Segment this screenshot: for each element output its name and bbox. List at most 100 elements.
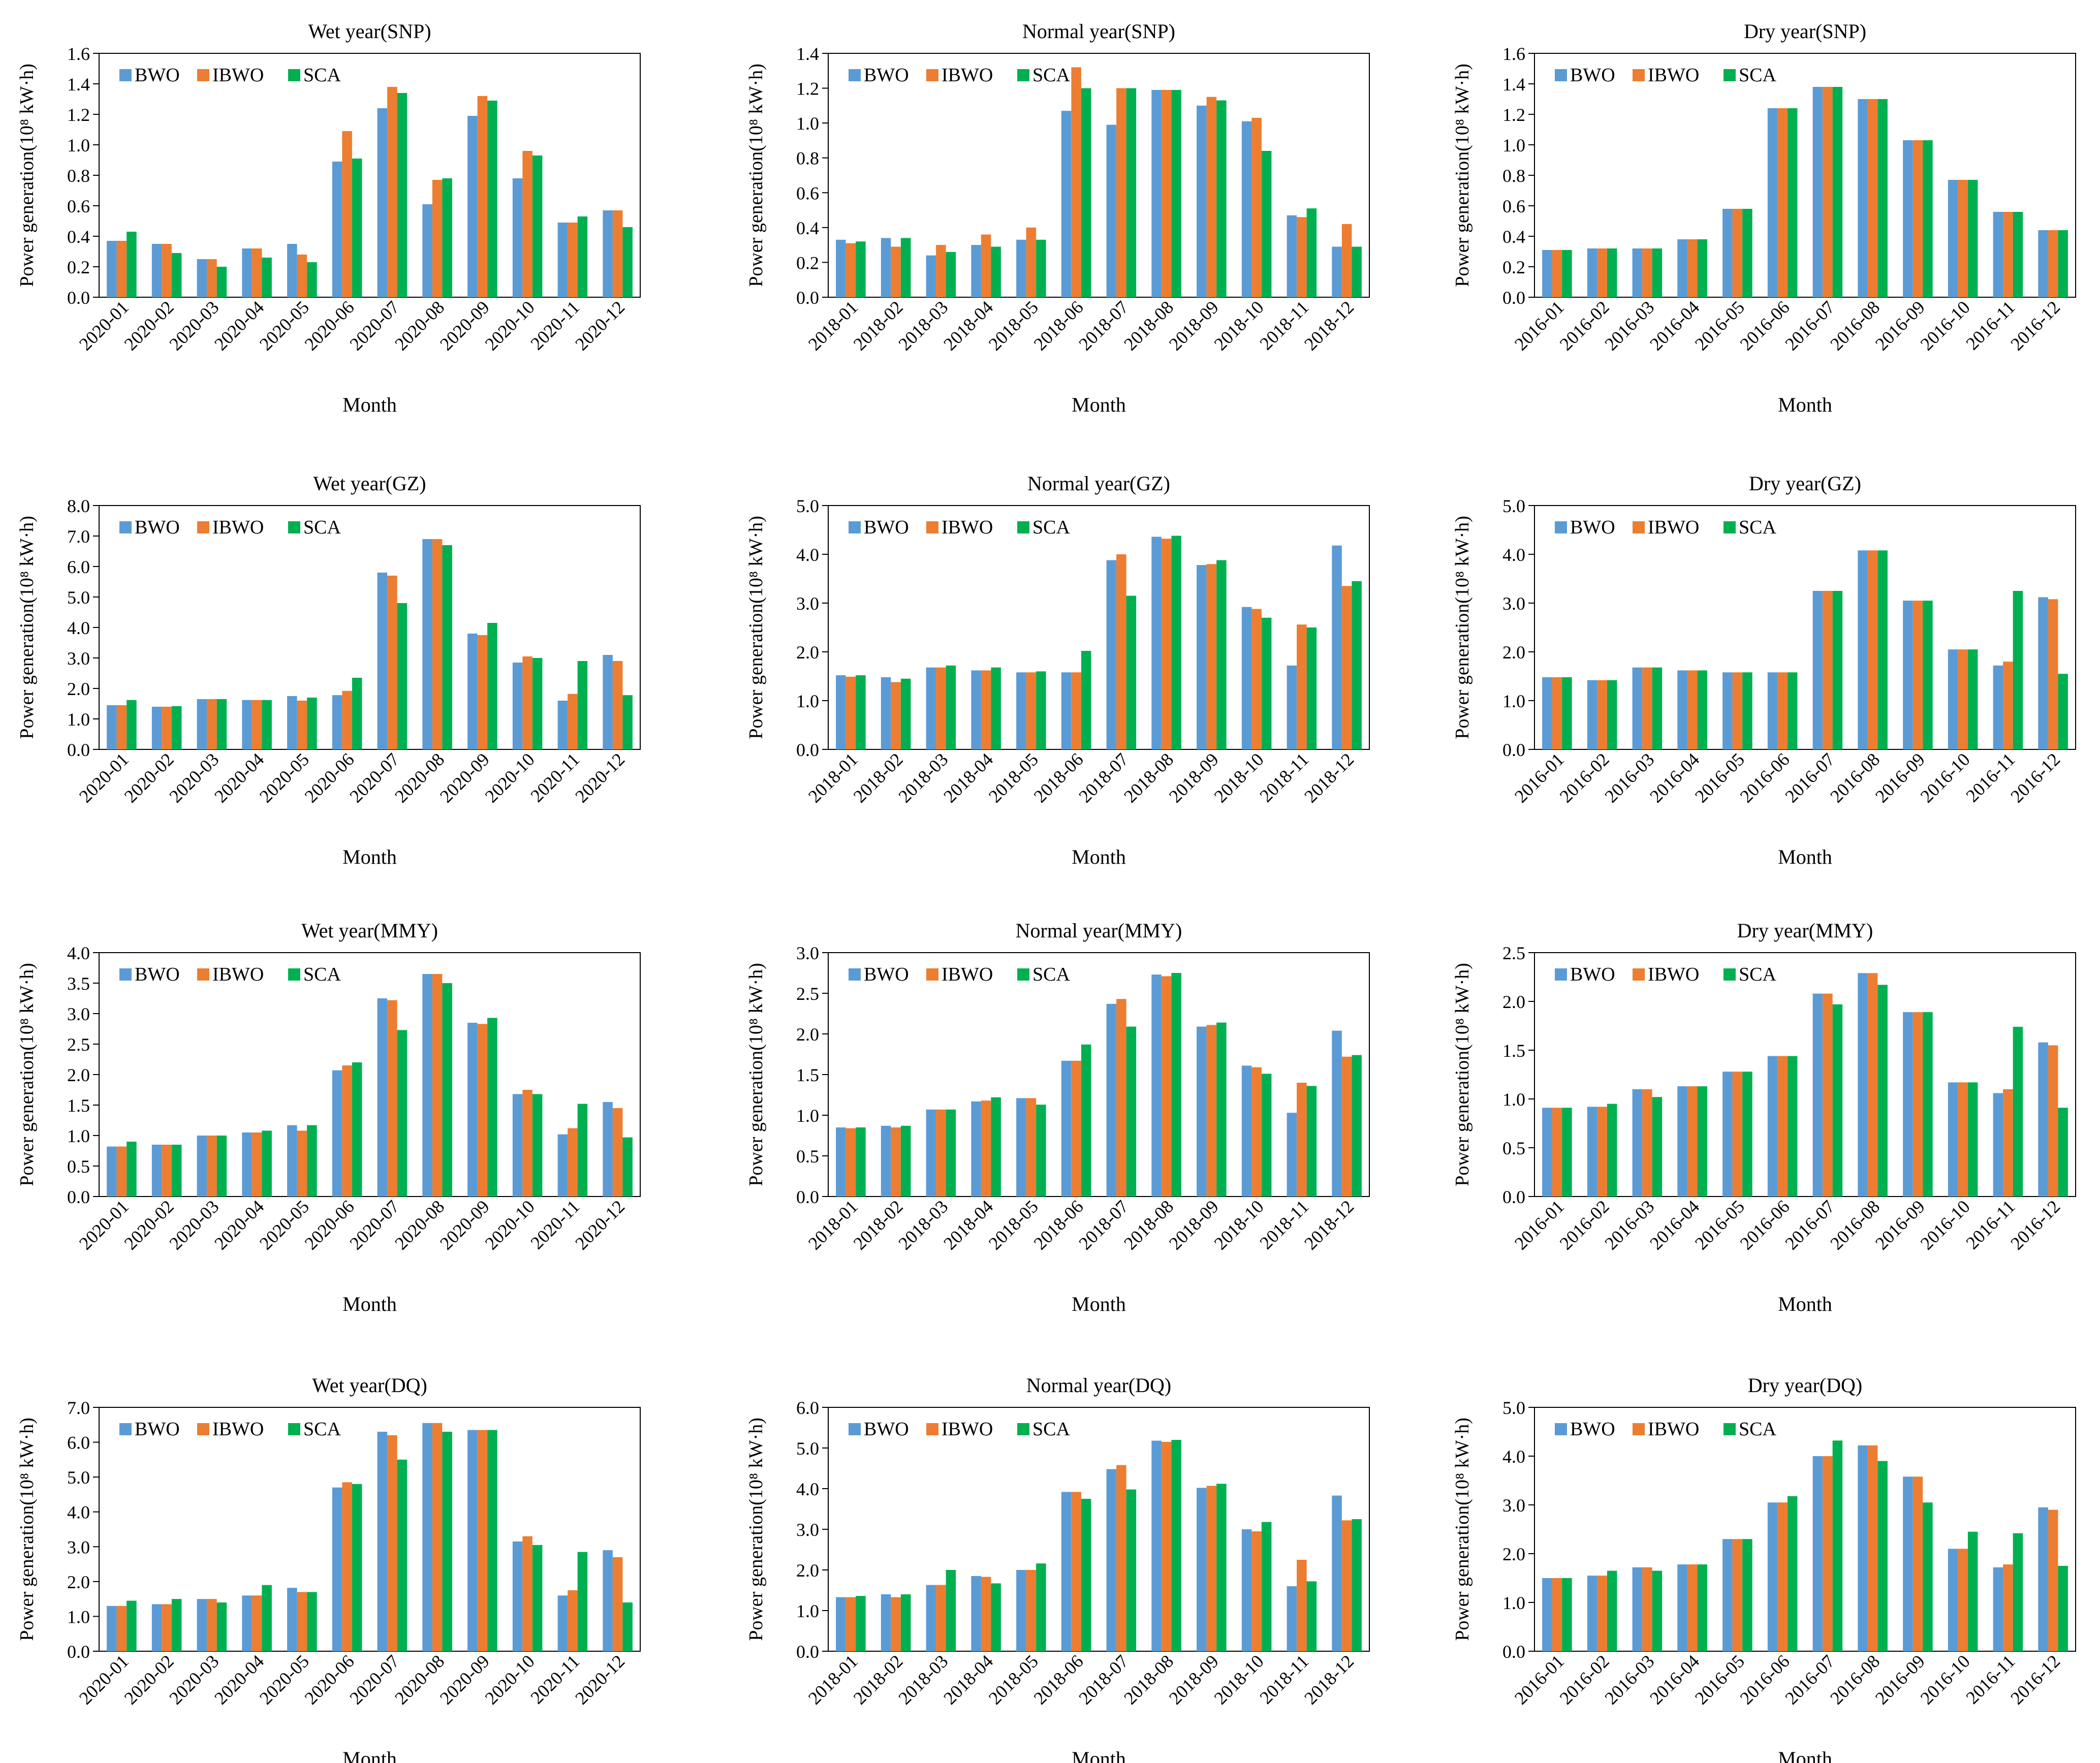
bar-bwo [1858,550,1868,749]
bar-sca [1877,99,1888,297]
y-tick-label: 0.8 [796,148,819,169]
bar-ibwo [342,1065,352,1197]
bar-ibwo [1913,140,1923,297]
bar-bwo [1151,537,1162,749]
y-tick-label: 2.0 [1502,992,1525,1012]
bar-sca [1036,239,1046,297]
bar-bwo [1016,239,1026,297]
bar-bwo [1858,99,1868,297]
bar-bwo [1903,601,1913,749]
x-axis-label: Month [1778,1293,1832,1315]
x-tick-label: 2018-09 [1165,1196,1223,1253]
bar-ibwo [1958,1549,1968,1651]
bar-sca [307,262,317,297]
chart-0: Wet year(SNP) 0.0 0.2 0.4 0.6 0.8 1.0 1.2 1.4 1.6… [16,20,641,416]
legend-swatch-bwo [849,1423,861,1435]
bar-bwo [467,1430,478,1651]
y-tick-label: 6.0 [67,1433,90,1453]
legend-swatch-bwo [119,521,132,533]
x-tick-label: 2020-08 [391,1651,448,1708]
y-tick-label: 4.0 [796,545,819,565]
bar-ibwo [936,1585,946,1651]
bar-ibwo [891,1597,901,1651]
bar-bwo [197,699,207,749]
chart-title: Wet year(GZ) [313,472,426,495]
x-tick-label: 2018-12 [1300,1196,1358,1253]
x-tick-label: 2018-03 [894,1651,952,1708]
y-axis-label: Power generation(10⁸ kW·h) [745,64,767,287]
bar-sca [127,1142,137,1197]
bar-sca [397,1030,408,1197]
bar-ibwo [1116,1465,1126,1651]
x-tick-label: 2020-12 [571,1196,629,1253]
y-axis-label: Power generation(10⁸ kW·h) [1452,1418,1473,1641]
bar-sca [900,678,911,749]
bar-sca [991,1097,1001,1197]
legend-swatch-ibwo [197,69,209,81]
bar-bwo [1287,1586,1297,1651]
x-tick-label: 2018-12 [1300,1651,1358,1708]
bar-sca [532,155,543,297]
legend-swatch-sca [288,69,300,81]
bar-bwo [557,1595,568,1651]
bar-bwo [1287,665,1297,749]
bar-ibwo [1161,976,1172,1197]
bar-sca [1352,1055,1362,1197]
legend-label-bwo: BWO [135,517,180,538]
y-tick-label: 0.2 [1502,257,1525,277]
bar-ibwo [2003,212,2013,297]
bar-ibwo [522,151,532,297]
bar-ibwo [207,1136,217,1197]
y-tick-label: 5.0 [796,496,819,516]
bar-ibwo [1206,1025,1217,1197]
y-tick-label: 4.0 [1502,545,1525,565]
bar-ibwo [981,1577,991,1651]
bar-ibwo [207,1599,217,1651]
bar-bwo [2038,1042,2048,1197]
x-tick-label: 2016-05 [1691,297,1748,354]
bar-bwo [242,1595,252,1651]
bar-bwo [1858,973,1868,1197]
x-tick-label: 2016-12 [2007,749,2064,806]
legend-label-sca: SCA [1032,1419,1070,1440]
x-tick-label: 2016-12 [2007,1196,2064,1253]
bar-ibwo [2003,662,2013,749]
bar-sca [1216,560,1227,749]
bar-sca [946,251,956,297]
y-tick-label: 1.6 [1502,44,1525,64]
legend-label-ibwo: IBWO [212,65,264,86]
bar-sca [262,700,272,749]
bar-sca [307,1125,317,1197]
y-tick-label: 2.0 [796,1024,819,1045]
bar-bwo [971,1101,981,1197]
bar-ibwo [432,974,443,1197]
bar-ibwo [2048,1045,2058,1197]
bar-sca [2058,230,2068,297]
bar-sca [1742,1072,1752,1197]
chart-4: Normal year(GZ) 0.0 1.0 2.0 3.0 4.0 5.0 Power g… [745,472,1370,868]
y-tick-label: 1.0 [1502,135,1525,155]
bar-ibwo [981,234,991,297]
x-tick-label: 2016-11 [1962,1651,2019,1708]
x-tick-label: 2016-04 [1646,1196,1703,1253]
chart-title: Dry year(MMY) [1737,919,1873,942]
bar-sca [577,1104,588,1197]
bar-sca [1923,601,1933,749]
legend-label-bwo: BWO [864,517,909,538]
bar-bwo [836,1127,846,1197]
bar-sca [171,706,182,749]
y-tick-label: 1.0 [796,1601,819,1621]
x-tick-label: 2016-10 [1917,749,1974,806]
x-tick-label: 2016-07 [1781,749,1838,806]
bar-sca [352,678,362,749]
bar-bwo [1197,1488,1207,1651]
chart-title: Dry year(DQ) [1748,1374,1862,1397]
x-tick-label: 2018-02 [850,749,907,806]
x-tick-label: 2016-05 [1691,1196,1748,1253]
bar-sca [946,1570,956,1651]
bar-bwo [603,655,613,749]
x-tick-label: 2016-06 [1736,749,1794,806]
bar-ibwo [432,539,443,749]
bar-ibwo [1867,550,1878,749]
legend-swatch-sca [1723,968,1736,981]
